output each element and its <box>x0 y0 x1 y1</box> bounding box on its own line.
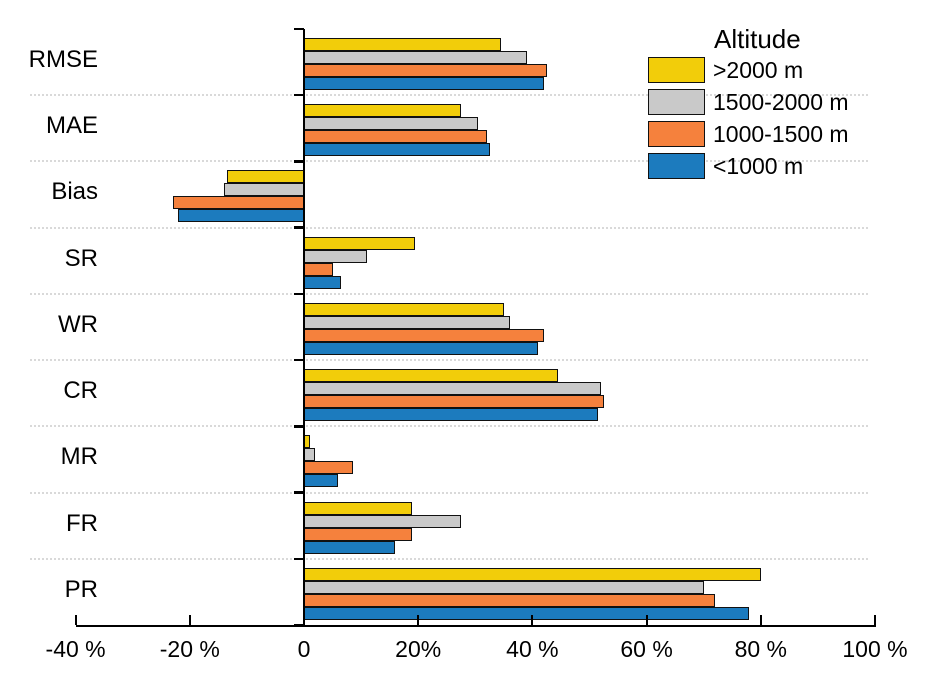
legend-item-label: <1000 m <box>713 153 804 179</box>
legend-item-label: >2000 m <box>713 57 804 83</box>
x-axis-tick <box>759 615 762 625</box>
bar-wr-3 <box>304 328 544 342</box>
legend-swatch-icon <box>648 121 705 147</box>
bar-mae-1 <box>304 104 462 118</box>
bar-rmse-1 <box>304 38 501 51</box>
x-tick-label: 60 % <box>620 636 673 662</box>
bar-bias-3 <box>172 196 304 210</box>
legend-item-2: 1500-2000 m <box>648 89 888 115</box>
bar-rmse-3 <box>304 64 547 77</box>
group-gridline <box>30 226 868 229</box>
bar-cr-1 <box>304 369 559 383</box>
bar-pr-4 <box>304 606 750 620</box>
x-axis-tick <box>303 615 305 625</box>
bar-pr-1 <box>304 567 761 581</box>
bar-fr-3 <box>304 527 413 541</box>
group-gridline <box>30 425 868 428</box>
bar-cr-3 <box>304 395 604 409</box>
x-tick-label: 80 % <box>734 636 788 662</box>
legend-item-1: >2000 m <box>648 57 888 83</box>
group-gridline <box>30 359 868 362</box>
legend-item-3: 1000-1500 m <box>648 121 888 147</box>
bar-bias-1 <box>226 170 304 184</box>
category-label-wr: WR <box>58 310 98 338</box>
bar-sr-3 <box>304 262 333 276</box>
zero-axis-tick <box>294 557 304 561</box>
category-label-mae: MAE <box>45 112 98 140</box>
bar-bias-2 <box>224 183 304 197</box>
bar-mae-2 <box>304 117 479 131</box>
legend-title: Altitude <box>714 24 801 54</box>
x-tick-label: 100 % <box>842 636 908 662</box>
zero-axis-tick <box>294 160 304 163</box>
group-gridline <box>30 160 868 163</box>
bar-sr-4 <box>304 275 342 289</box>
bar-mr-3 <box>304 461 353 475</box>
bar-sr-1 <box>304 236 416 250</box>
bar-fr-4 <box>304 540 396 554</box>
bar-fr-2 <box>304 514 462 528</box>
group-gridline <box>30 292 868 295</box>
zero-axis-tick <box>294 27 304 31</box>
x-tick-label: 0 <box>297 636 311 662</box>
legend-item-label: 1500-2000 m <box>713 89 849 115</box>
category-label-fr: FR <box>66 509 98 537</box>
x-tick-label: 40 % <box>506 636 559 662</box>
legend-item-label: 1000-1500 m <box>713 121 849 147</box>
zero-axis-tick <box>294 491 304 494</box>
bar-mr-4 <box>304 474 339 488</box>
legend-items: >2000 m 1500-2000 m 1000-1500 m <1000 m <box>648 57 888 179</box>
legend-swatch-icon <box>648 57 705 83</box>
bar-wr-2 <box>304 315 510 329</box>
x-axis-tick <box>74 615 77 625</box>
zero-axis-tick <box>294 93 304 97</box>
x-tick-label: -40 % <box>45 636 106 662</box>
bar-mae-3 <box>304 130 487 144</box>
bar-rmse-2 <box>304 51 527 64</box>
bar-wr-1 <box>304 302 504 316</box>
bar-wr-4 <box>304 341 539 355</box>
x-axis-tick <box>188 615 191 625</box>
x-tick-label: 20% <box>395 636 442 662</box>
legend-item-4: <1000 m <box>648 153 888 179</box>
group-gridline <box>30 557 868 560</box>
bar-cr-2 <box>304 382 601 396</box>
zero-axis-tick <box>294 425 304 428</box>
bar-sr-2 <box>304 249 367 263</box>
category-label-bias: Bias <box>51 178 98 206</box>
category-label-pr: PR <box>64 575 98 603</box>
category-label-sr: SR <box>64 244 98 272</box>
bar-pr-2 <box>304 580 704 594</box>
bar-mae-4 <box>304 143 490 157</box>
legend-swatch-icon <box>648 153 705 179</box>
bar-pr-3 <box>304 593 716 607</box>
bar-mr-2 <box>304 448 316 462</box>
group-gridline <box>30 491 868 494</box>
x-tick-label: -20 % <box>159 636 220 662</box>
bar-fr-1 <box>304 501 413 515</box>
x-axis-tick <box>874 615 876 625</box>
bar-cr-4 <box>304 408 599 422</box>
x-axis-line <box>76 625 876 627</box>
x-axis-tick <box>645 615 648 625</box>
category-label-mr: MR <box>60 443 98 471</box>
bar-bias-4 <box>178 209 304 223</box>
x-axis-tick <box>531 615 534 625</box>
x-axis-tick <box>417 615 420 625</box>
zero-axis-tick <box>294 226 304 229</box>
zero-axis-tick <box>294 292 304 296</box>
category-label-cr: CR <box>63 377 98 405</box>
bar-rmse-4 <box>304 77 544 90</box>
zero-axis-tick <box>294 358 304 362</box>
legend: Altitude >2000 m 1500-2000 m 1000-1500 m <1… <box>648 24 888 185</box>
group-gridline <box>30 94 868 97</box>
zero-axis-line <box>302 29 306 625</box>
category-label-rmse: RMSE <box>28 46 98 73</box>
legend-swatch-icon <box>648 89 705 115</box>
